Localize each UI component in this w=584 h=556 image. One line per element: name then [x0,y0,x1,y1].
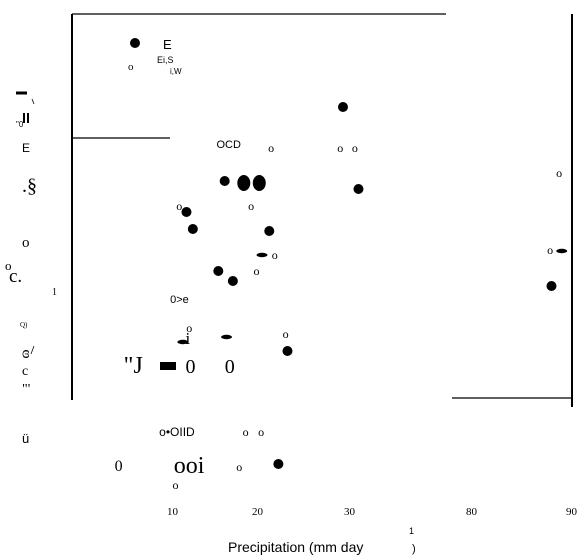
open-data-point: o [352,141,358,155]
filled-data-point [181,207,192,217]
filled-data-point [227,276,238,286]
filled-data-point [546,281,557,291]
axis-glyph: c. [9,266,22,287]
left-tick-mark [31,98,35,105]
x-tick-label: 80 [466,506,478,518]
filled-data-point [213,266,224,276]
annotation-label: 0>e [170,294,189,306]
filled-data-point [219,176,230,186]
filled-data-point [273,459,284,469]
open-data-point: o [243,425,249,439]
axis-glyph: E [22,141,30,155]
legend-open-sublabel: i,W [170,67,182,76]
legend-filled-label: E [163,37,172,52]
filled-data-point [252,175,266,191]
filled-data-point [556,248,568,254]
filled-data-point [353,184,364,194]
open-data-point: o [258,425,264,439]
annotation-label: OCD [217,139,242,151]
axis-glyph: .§ [22,175,37,197]
open-data-point: o [236,460,242,474]
x-tick-label: 90 [566,506,578,518]
open-data-point: o [176,199,182,213]
open-data-point: o [556,166,562,180]
axis-glyph: 1 [52,287,57,298]
filled-data-point [237,175,251,191]
annotation-label: "J [124,353,143,379]
point-annotations: OCD 0>e i "J 0 0 o•OIID 0 ooi [115,139,241,479]
x-axis-title-close: ) [412,543,416,555]
annotation-label: 0 [115,458,123,475]
x-tick-label: 30 [344,506,356,518]
axis-glyph: "' [22,382,30,397]
x-tick-label: 10 [167,506,179,518]
filled-data-point [221,334,233,340]
annotation-label: o•OIID [159,425,195,439]
axis-glyph: ɞ [22,343,30,362]
open-data-point: o [186,321,192,335]
left-tick-mark [30,345,35,355]
annotation-label: i [186,329,191,348]
open-data-point: o [248,199,254,213]
filled-data-point [256,252,268,258]
open-data-point: o [268,141,274,155]
filled-data-point [282,346,293,356]
annotation-label: 0 [225,356,235,378]
legend-open-label: Ei,S [157,55,174,65]
filled-data-point [177,339,189,345]
annotation-label: 0 [186,356,196,378]
x-tick-label: 20 [252,506,264,518]
open-data-point: o [254,264,260,278]
axis-glyph: "0 [16,120,24,129]
block-mark [160,362,176,370]
x-axis-title: Precipitation (mm day [228,539,363,555]
legend-open-marker: o [128,61,134,73]
x-axis-title-superscript: 1 [409,526,414,536]
open-data-point: o [283,327,289,341]
open-data-point: o [337,141,343,155]
legend-filled-marker [130,38,140,48]
axis-glyph: c [22,364,28,379]
filled-data-point [337,102,348,112]
axis-glyph: Q) [20,321,28,329]
axis-glyph: ü [22,431,29,446]
annotation-label: ooi [174,453,205,479]
open-data-point: o [272,248,278,262]
axis-glyph: o [22,235,30,251]
axis-glyph: o [5,258,12,273]
filled-data-point [264,226,275,236]
left-margin-glyphs: "0 E .§ ooc. 1 Q) ɞc "' ü [5,120,57,446]
filled-data-point [187,224,198,234]
open-data-point: o [173,478,179,492]
open-data-point: o [547,243,553,257]
